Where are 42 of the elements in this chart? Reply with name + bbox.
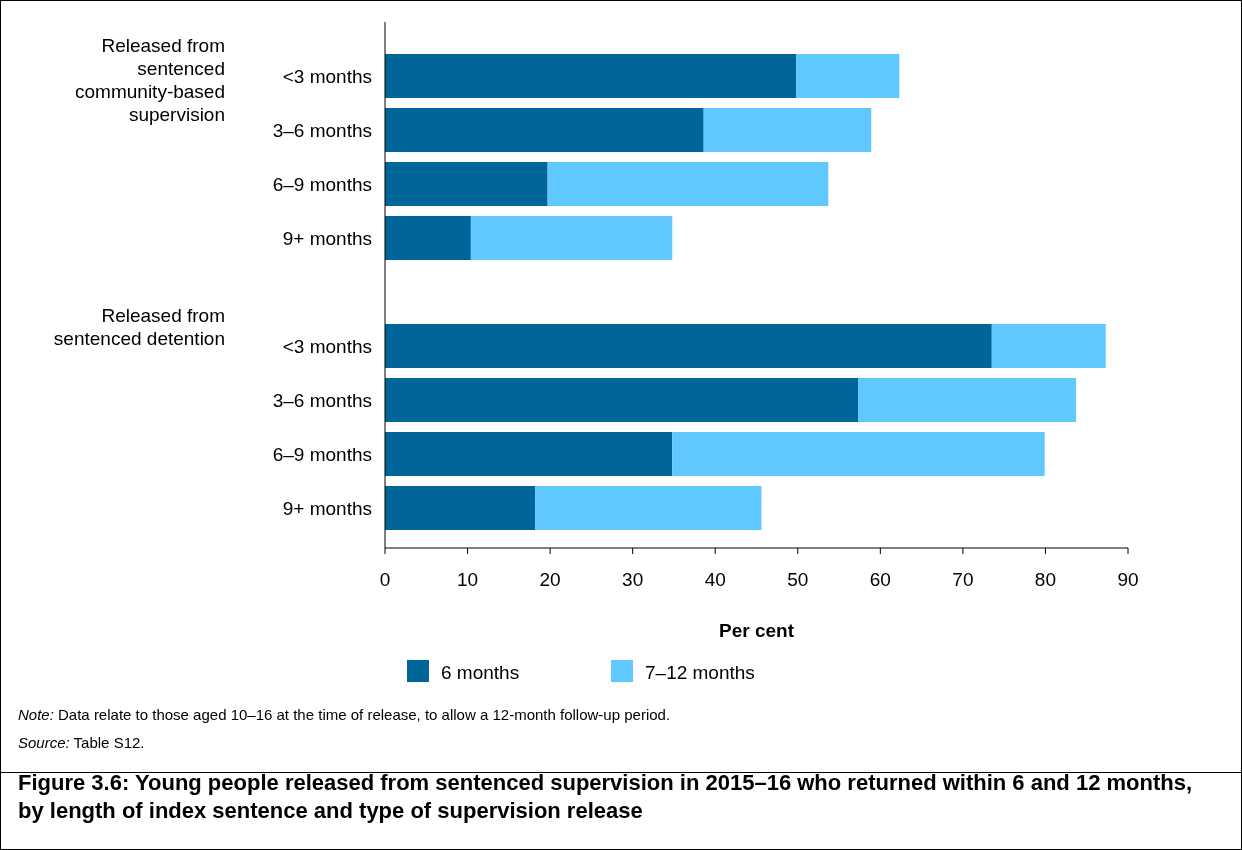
bar [547, 162, 829, 207]
y-tick-label: <3 months [282, 66, 372, 87]
bar [470, 216, 673, 261]
source-note: Source: Table S12. [18, 734, 145, 751]
x-tick-label: 30 [622, 569, 644, 590]
bar [385, 216, 471, 261]
x-tick-label: 50 [787, 569, 809, 590]
x-tick-label: 0 [379, 569, 391, 590]
bar [703, 108, 872, 153]
bar [858, 378, 1076, 423]
x-tick-label: 20 [539, 569, 561, 590]
bar [796, 54, 900, 99]
text: Figure 3.6: Young people released from sentenced supervision in 2015–16 who returned within 6 and 12 months, by length of index sentence and type of supervision release [18, 770, 1193, 823]
y-tick-label: 9+ months [282, 228, 372, 249]
y-tick-label: 6–9 months [272, 444, 372, 465]
bar [385, 486, 536, 531]
bar [385, 378, 859, 423]
bar [672, 432, 1045, 477]
text: Released from sentenced detention [53, 304, 225, 349]
x-tick-label: 70 [952, 569, 974, 590]
bar [385, 324, 992, 369]
x-tick-label: 40 [704, 569, 726, 590]
text: Released from sentenced community-based supervision [75, 34, 225, 125]
legend-label: 6 months [441, 662, 520, 683]
x-tick-label: 10 [456, 569, 479, 590]
y-tick-label: 3–6 months [272, 120, 372, 141]
legend-label: 7–12 months [645, 662, 755, 683]
bar [385, 108, 704, 153]
x-tick-label: 60 [869, 569, 891, 590]
bar [385, 432, 673, 477]
x-axis-title: Per cent [719, 620, 795, 641]
y-tick-label: 9+ months [282, 498, 372, 519]
bar [385, 54, 797, 99]
text: Note: Data relate to those aged 10–16 at the time of release, to allow a 12-month follow-up period. [18, 706, 671, 723]
bar [385, 162, 548, 207]
x-tick-label: 90 [1117, 569, 1139, 590]
bar [991, 324, 1106, 369]
y-tick-label: 6–9 months [272, 174, 372, 195]
x-tick-label: 80 [1034, 569, 1057, 590]
y-tick-label: <3 months [282, 336, 372, 357]
bar [535, 486, 762, 531]
y-tick-label: 3–6 months [272, 390, 372, 411]
